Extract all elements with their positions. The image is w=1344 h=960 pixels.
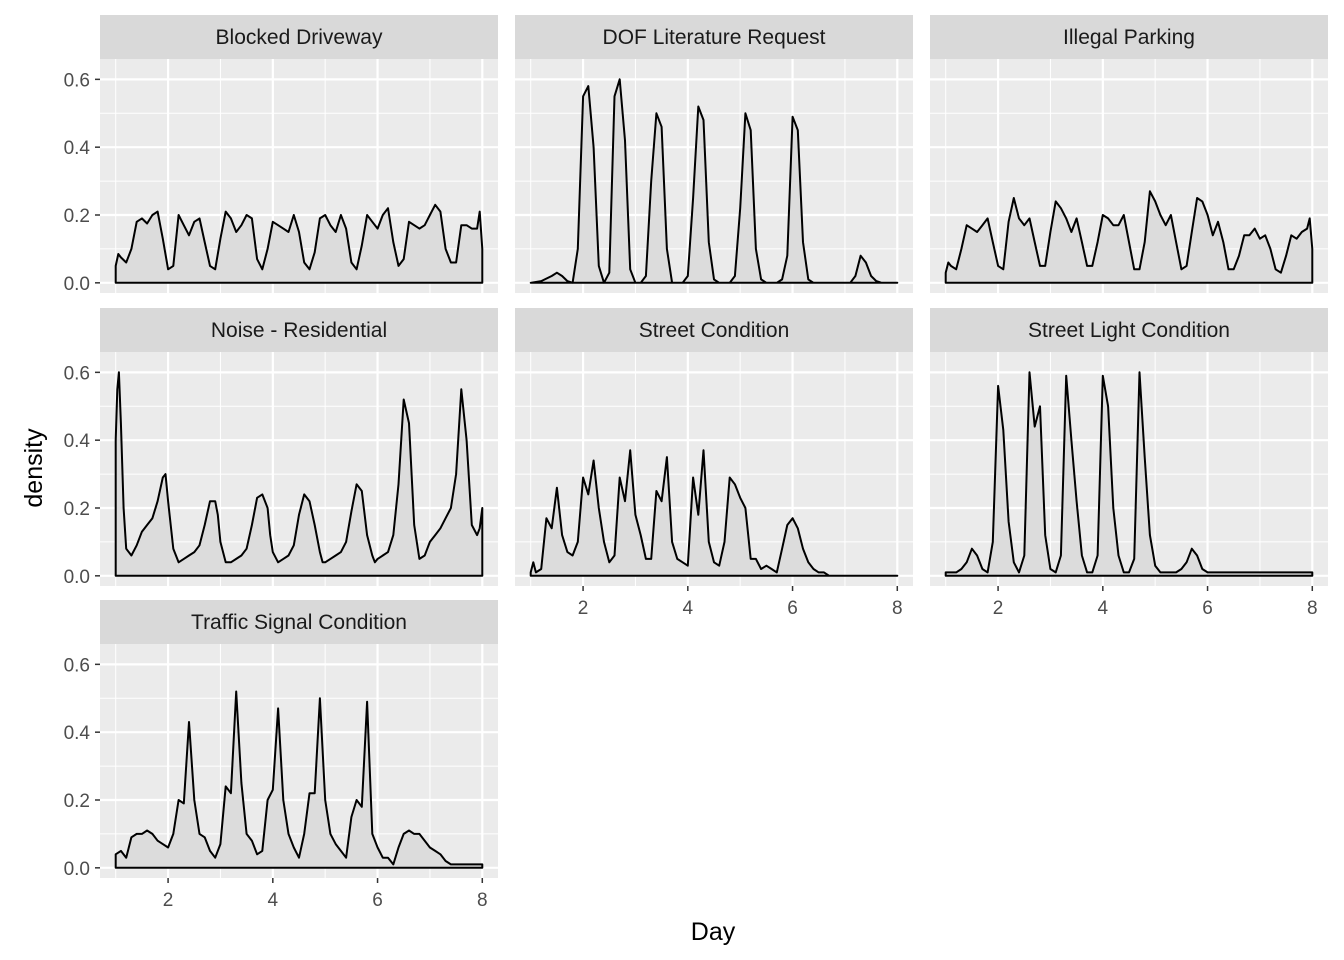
- y-tick-label: 0.2: [64, 791, 90, 812]
- y-tick-label: 0.4: [64, 138, 91, 159]
- x-tick-label: 4: [1098, 598, 1109, 619]
- strip-label: Street Condition: [639, 319, 790, 342]
- strip-background: [930, 15, 1328, 59]
- strip-label: Illegal Parking: [1063, 26, 1195, 49]
- density-area: [944, 190, 1314, 284]
- x-tick-label: 6: [1202, 598, 1213, 619]
- strip-label: Traffic Signal Condition: [191, 611, 407, 634]
- facet-panel: Traffic Signal Condition 0.0 0.2 0.4 0.6 2 4 6 8: [64, 600, 498, 911]
- panel-background: [515, 59, 913, 293]
- strip-label: Street Light Condition: [1028, 319, 1230, 342]
- x-tick-label: 8: [477, 890, 488, 911]
- density-area: [114, 203, 484, 284]
- facet-panel: Street Light Condition 2 4 6 8: [930, 308, 1328, 619]
- strip-background: [515, 15, 913, 59]
- y-tick-label: 0.4: [64, 431, 91, 452]
- density-area: [114, 690, 484, 869]
- y-axis-title: density: [20, 428, 48, 508]
- facet-panel: Illegal Parking: [930, 15, 1328, 293]
- strip-background: [515, 308, 913, 352]
- facet-panel: Noise - Residential 0.0 0.2 0.4 0.6: [64, 308, 498, 588]
- strip-label: Noise - Residential: [211, 319, 387, 342]
- strip-background: [930, 308, 1328, 352]
- y-tick-label: 0.0: [64, 859, 90, 880]
- strip-background: [100, 15, 498, 59]
- facet-panel: DOF Literature Request: [515, 15, 913, 293]
- facet-panels: Blocked Driveway 0.0 0.2 0.4 0.6 DOF Literatu…: [64, 15, 1328, 911]
- strip-label: DOF Literature Request: [603, 26, 826, 49]
- density-area: [529, 449, 899, 577]
- strip-background: [100, 600, 498, 644]
- x-axis-title: Day: [691, 918, 736, 946]
- x-tick-label: 2: [163, 890, 174, 911]
- density-area: [529, 78, 899, 284]
- y-tick-label: 0.4: [64, 723, 91, 744]
- panel-background: [100, 644, 498, 878]
- y-tick-label: 0.6: [64, 655, 90, 676]
- y-tick-label: 0.6: [64, 70, 90, 91]
- x-tick-label: 8: [1307, 598, 1318, 619]
- x-tick-label: 2: [993, 598, 1004, 619]
- density-area: [114, 371, 484, 577]
- panel-background: [930, 352, 1328, 586]
- facet-panel: Blocked Driveway 0.0 0.2 0.4 0.6: [64, 15, 498, 295]
- x-tick-label: 6: [372, 890, 383, 911]
- y-tick-label: 0.2: [64, 499, 90, 520]
- y-tick-label: 0.0: [64, 567, 90, 588]
- y-tick-label: 0.6: [64, 363, 90, 384]
- strip-background: [100, 308, 498, 352]
- x-tick-label: 4: [268, 890, 279, 911]
- y-tick-label: 0.0: [64, 274, 90, 295]
- facet-panel: Street Condition 2 4 6 8: [515, 308, 913, 619]
- x-tick-label: 2: [578, 598, 589, 619]
- strip-label: Blocked Driveway: [216, 26, 383, 49]
- y-tick-label: 0.2: [64, 206, 90, 227]
- x-tick-label: 4: [683, 598, 694, 619]
- x-tick-label: 8: [892, 598, 903, 619]
- x-tick-label: 6: [787, 598, 798, 619]
- density-area: [944, 371, 1314, 577]
